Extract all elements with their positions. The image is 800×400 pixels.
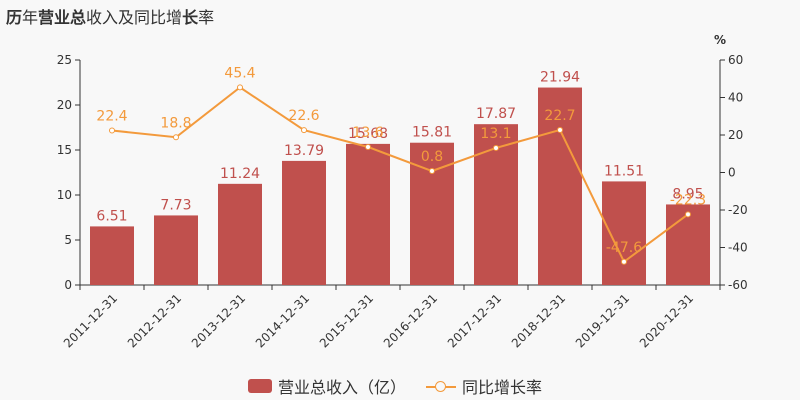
svg-text:18.8: 18.8 [160,115,191,131]
svg-text:5: 5 [64,233,72,247]
svg-text:-60: -60 [728,278,748,292]
svg-text:21.94: 21.94 [540,70,580,86]
svg-text:2016-12-31: 2016-12-31 [381,291,440,350]
svg-text:%: % [714,33,726,47]
svg-text:10: 10 [57,188,72,202]
revenue-bar[interactable] [602,181,646,285]
svg-text:20: 20 [57,98,72,112]
svg-text:-22.3: -22.3 [670,192,706,208]
svg-text:60: 60 [728,53,743,67]
svg-text:15.68: 15.68 [348,126,388,142]
chart-title: 历年营业总收入及同比增长率 [6,8,215,27]
revenue-bar[interactable] [218,183,262,285]
svg-text:0: 0 [728,166,736,180]
svg-text:0.8: 0.8 [421,149,443,165]
svg-text:2017-12-31: 2017-12-31 [445,291,504,350]
svg-text:25: 25 [57,53,72,67]
svg-text:15.81: 15.81 [412,125,452,141]
revenue-bar[interactable] [346,143,390,285]
svg-text:2015-12-31: 2015-12-31 [317,291,376,350]
svg-text:11.51: 11.51 [604,163,644,179]
svg-text:13.6: 13.6 [352,125,383,141]
revenue-bar[interactable] [90,226,134,285]
legend-line-swatch[interactable] [426,379,457,393]
svg-text:20: 20 [728,128,743,142]
svg-text:40: 40 [728,91,743,105]
svg-text:45.4: 45.4 [224,65,255,81]
svg-text:22.7: 22.7 [544,108,575,124]
legend-line-label[interactable]: 同比增长率 [462,378,543,397]
svg-text:2011-12-31: 2011-12-31 [61,291,120,350]
revenue-bar[interactable] [154,215,198,285]
svg-text:2014-12-31: 2014-12-31 [253,291,312,350]
revenue-bar[interactable] [666,204,710,285]
svg-text:-47.6: -47.6 [606,240,642,256]
revenue-bar[interactable] [538,87,582,285]
svg-text:2012-12-31: 2012-12-31 [125,291,184,350]
svg-text:0: 0 [64,278,72,292]
legend-bar-swatch[interactable] [248,379,272,393]
svg-text:-20: -20 [728,203,748,217]
svg-text:13.79: 13.79 [284,143,324,159]
svg-text:17.87: 17.87 [476,106,516,122]
svg-text:13.1: 13.1 [480,126,511,142]
svg-text:7.73: 7.73 [160,197,191,213]
svg-text:2020-12-31: 2020-12-31 [637,291,696,350]
revenue-bar[interactable] [282,160,326,285]
svg-text:8.95: 8.95 [672,186,703,202]
svg-text:2019-12-31: 2019-12-31 [573,291,632,350]
svg-text:22.6: 22.6 [288,108,319,124]
svg-text:11.24: 11.24 [220,166,260,182]
legend: 营业总收入（亿） 同比增长率 [248,374,542,398]
svg-text:22.4: 22.4 [96,109,127,125]
svg-text:2013-12-31: 2013-12-31 [189,291,248,350]
svg-text:6.51: 6.51 [96,208,127,224]
svg-text:-40: -40 [728,241,748,255]
revenue-bar[interactable] [474,124,518,285]
svg-text:15: 15 [57,143,72,157]
legend-bar-label[interactable]: 营业总收入（亿） [278,378,407,397]
svg-text:2018-12-31: 2018-12-31 [509,291,568,350]
